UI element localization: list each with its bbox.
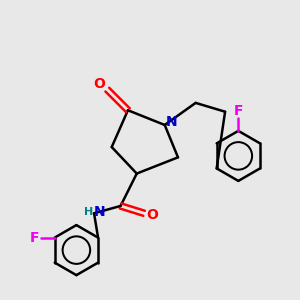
Text: F: F [30, 231, 40, 244]
Text: N: N [165, 115, 177, 129]
Text: H: H [84, 207, 93, 217]
Text: O: O [146, 208, 158, 222]
Text: N: N [94, 205, 105, 219]
Text: F: F [234, 104, 243, 118]
Text: O: O [93, 77, 105, 91]
